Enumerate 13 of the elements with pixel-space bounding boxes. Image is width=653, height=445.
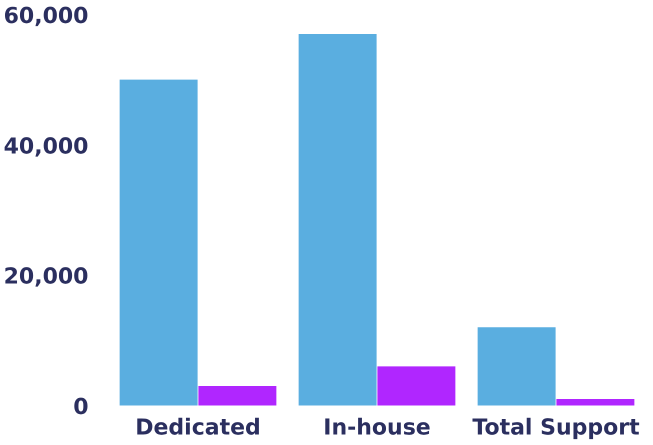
x-tick-label: Dedicated: [135, 416, 261, 440]
bar: [478, 327, 556, 406]
bar: [556, 398, 634, 406]
x-tick-label: In-house: [323, 416, 431, 440]
bar: [120, 80, 198, 406]
y-tick-label: 0: [73, 395, 89, 420]
bar: [298, 34, 377, 406]
y-tick-label: 60,000: [4, 4, 89, 29]
x-tick-label: Total Support: [472, 416, 640, 440]
y-tick-label: 40,000: [4, 134, 89, 160]
bar: [198, 386, 276, 406]
bar: [377, 366, 456, 406]
y-tick-label: 20,000: [4, 264, 89, 290]
